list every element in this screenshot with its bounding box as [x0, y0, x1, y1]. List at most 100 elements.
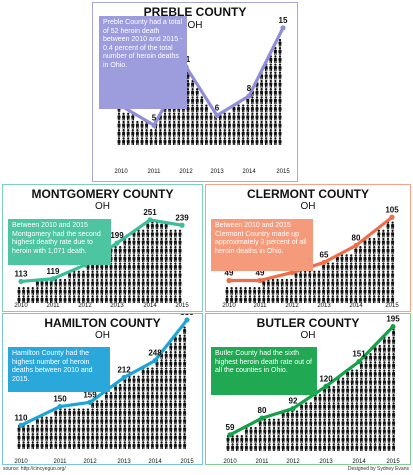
person-icon	[299, 287, 303, 295]
person-icon	[173, 287, 177, 295]
series-line	[228, 324, 395, 437]
person-icon	[391, 287, 395, 295]
person-icon	[346, 426, 350, 435]
person-icon	[331, 262, 335, 271]
person-icon	[234, 287, 238, 295]
person-icon	[183, 424, 187, 433]
person-icon	[341, 402, 345, 410]
person-icon	[168, 120, 172, 129]
person-icon	[178, 287, 182, 295]
person-icon	[164, 433, 168, 441]
person-icon	[183, 334, 187, 343]
person-icon	[346, 418, 350, 427]
person-icon	[354, 278, 358, 287]
person-icon	[318, 402, 322, 410]
x-tick-label: 2010	[14, 303, 28, 309]
person-icon	[155, 262, 159, 271]
person-icon	[172, 129, 176, 137]
person-icon	[290, 435, 294, 443]
data-label: 105	[385, 205, 399, 214]
person-icon	[63, 287, 67, 295]
person-icon	[141, 424, 145, 433]
person-icon	[81, 270, 85, 279]
person-icon	[191, 96, 195, 104]
person-icon	[392, 336, 396, 345]
person-icon	[118, 433, 122, 441]
person-icon	[260, 137, 264, 145]
person-icon	[377, 246, 381, 254]
person-icon	[145, 129, 149, 137]
person-icon	[327, 394, 331, 402]
person-icon	[255, 88, 259, 96]
person-icon	[146, 375, 150, 384]
person-icon	[382, 385, 386, 394]
person-icon	[164, 416, 168, 425]
data-point	[18, 422, 24, 428]
person-icon	[155, 270, 159, 279]
person-icon	[132, 262, 136, 271]
person-icon	[146, 287, 150, 295]
person-icon	[391, 262, 395, 271]
person-icon	[239, 295, 243, 303]
person-icon	[150, 441, 154, 449]
person-icon	[363, 278, 367, 287]
person-icon	[178, 375, 182, 384]
person-icon	[146, 254, 150, 262]
person-icon	[26, 441, 30, 449]
person-icon	[91, 287, 95, 295]
person-icon	[373, 394, 377, 402]
person-icon	[155, 295, 159, 303]
person-icon	[123, 400, 127, 408]
person-icon	[300, 410, 304, 419]
person-icon	[332, 435, 336, 443]
series-line	[119, 26, 285, 127]
person-icon	[137, 392, 141, 400]
person-icon	[346, 402, 350, 410]
person-icon	[363, 262, 367, 271]
person-icon	[104, 433, 108, 441]
person-icon	[114, 270, 118, 279]
person-icon	[317, 278, 321, 287]
person-icon	[132, 441, 136, 449]
person-icon	[246, 112, 250, 121]
person-icon	[392, 361, 396, 369]
person-icon	[150, 392, 154, 400]
person-icon	[141, 287, 145, 295]
person-icon	[31, 287, 35, 295]
person-icon	[246, 120, 250, 129]
person-icon	[100, 287, 104, 295]
person-icon	[227, 137, 231, 145]
person-icon	[372, 262, 376, 271]
person-icon	[137, 278, 141, 287]
person-icon	[146, 416, 150, 425]
person-icon	[386, 229, 390, 238]
person-icon	[267, 435, 271, 443]
person-icon	[104, 392, 108, 400]
person-icon	[223, 112, 227, 121]
person-icon	[304, 426, 308, 435]
person-icon	[369, 377, 373, 386]
person-icon	[54, 424, 58, 433]
person-icon	[322, 287, 326, 295]
person-icon	[312, 295, 316, 303]
person-icon	[359, 418, 363, 427]
person-icon	[68, 416, 72, 425]
person-icon	[173, 229, 177, 238]
person-icon	[183, 433, 187, 441]
person-icon	[382, 402, 386, 410]
person-icon	[382, 418, 386, 427]
person-icon	[391, 270, 395, 279]
person-icon	[332, 402, 336, 410]
person-icon	[195, 129, 199, 137]
person-icon	[114, 246, 118, 254]
person-icon	[204, 112, 208, 121]
person-icon	[118, 278, 122, 287]
person-icon	[169, 254, 173, 262]
person-icon	[100, 270, 104, 279]
person-icon	[123, 433, 127, 441]
person-icon	[114, 416, 118, 425]
person-icon	[160, 433, 164, 441]
person-icon	[392, 377, 396, 386]
person-icon	[181, 137, 185, 145]
person-icon	[368, 287, 372, 295]
